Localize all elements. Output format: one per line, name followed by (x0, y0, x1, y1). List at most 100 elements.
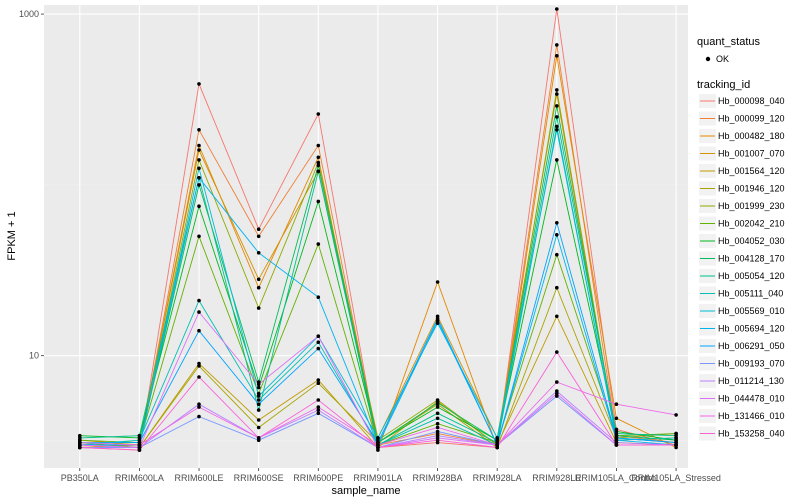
legend-label: Hb_131466_010 (718, 411, 785, 421)
data-point (555, 128, 559, 132)
data-point (495, 443, 500, 447)
data-point (674, 413, 678, 417)
legend-label: Hb_005054_120 (718, 271, 785, 281)
data-point (555, 394, 559, 398)
data-point (137, 445, 142, 450)
data-point (197, 298, 201, 303)
data-point (256, 436, 261, 440)
data-point (256, 418, 261, 422)
data-point (197, 183, 201, 187)
data-point (376, 448, 380, 452)
y-tick-label: 10 (29, 351, 39, 361)
legend-item: Hb_005694_120 (699, 321, 785, 336)
x-axis-title: sample_name (331, 485, 400, 497)
x-tick-label: RRIM600LA (115, 473, 164, 483)
data-point (78, 436, 82, 440)
legend-item: Hb_011214_130 (699, 374, 784, 388)
data-point (435, 416, 440, 421)
data-point (197, 402, 201, 407)
quant-status-legend: quant_status OK (697, 36, 760, 64)
legend-label: Hb_044478_010 (718, 394, 785, 404)
legend-item: Hb_009193_070 (699, 356, 785, 371)
data-point (256, 306, 261, 310)
data-point (316, 169, 321, 174)
data-point (197, 204, 201, 208)
data-point (78, 445, 82, 450)
x-tick-label: RRIM600SE (234, 473, 284, 483)
data-point (256, 408, 261, 412)
data-point (674, 443, 678, 447)
data-point (256, 227, 261, 231)
data-point (555, 389, 559, 393)
data-point (614, 416, 619, 421)
data-point (316, 155, 321, 160)
legend-label: Hb_001999_230 (718, 201, 785, 211)
plot-panel (44, 5, 688, 468)
legend-label: Hb_000482_180 (718, 131, 785, 141)
data-point (197, 414, 201, 419)
data-point (435, 280, 440, 284)
legend-label: Hb_001946_120 (718, 184, 785, 194)
data-point (256, 391, 261, 396)
data-point (376, 436, 380, 440)
data-point (555, 43, 559, 47)
data-point (316, 163, 321, 168)
x-axis: PB350LA RRIM600LA RRIM600LE RRIM600SE RRIM60… (61, 468, 721, 483)
data-point (197, 234, 201, 239)
data-point (316, 381, 321, 386)
data-point (614, 436, 619, 440)
data-point (256, 382, 261, 387)
data-point (435, 438, 440, 443)
legend-item: Hb_001946_120 (699, 181, 785, 196)
data-point (137, 448, 142, 452)
legend-label: Hb_153258_040 (718, 429, 785, 439)
data-point (555, 54, 559, 58)
data-point (197, 148, 201, 152)
x-tick-label: RRIM600PE (293, 473, 343, 483)
legend-label: Hb_005111_040 (718, 289, 783, 299)
x-tick-label: RRIM928BA (413, 473, 463, 483)
y-axis: 10 1000 (19, 9, 44, 361)
legend-label: Hb_006291_050 (718, 341, 785, 351)
data-point (256, 398, 261, 402)
legend-item: Hb_001007_070 (699, 146, 785, 161)
data-point (137, 433, 142, 438)
data-points (78, 7, 678, 452)
legend-item: Hb_004052_030 (699, 234, 785, 248)
data-point (316, 340, 321, 345)
data-point (555, 350, 559, 354)
data-point (197, 166, 201, 171)
x-tick-label: RRIM600LE (175, 473, 224, 483)
legend-item: Hb_131466_010 (699, 409, 785, 423)
legend-label: Hb_000099_120 (718, 114, 785, 124)
data-point (376, 445, 380, 450)
data-point (197, 328, 201, 333)
data-point (316, 398, 321, 402)
tracking-id-legend-title: tracking_id (697, 79, 750, 91)
data-point (555, 221, 559, 225)
legend-label: Hb_001007_070 (718, 149, 785, 159)
legend-item: Hb_001564_120 (699, 164, 785, 178)
x-tick-label: RRIM928LA (473, 473, 522, 483)
data-point (435, 411, 440, 416)
data-point (435, 316, 440, 321)
data-point (555, 88, 559, 92)
x-tick-label: RRIM928LE (532, 473, 581, 483)
data-point (435, 405, 440, 409)
legend-label: Hb_011214_130 (718, 376, 784, 386)
data-point (316, 143, 321, 148)
data-point (197, 375, 201, 379)
data-point (256, 425, 261, 430)
legend-item: Hb_004128_170 (699, 251, 785, 266)
data-point (435, 421, 440, 426)
data-point (197, 405, 201, 409)
data-point (555, 124, 559, 129)
data-point (555, 7, 559, 11)
data-point (137, 443, 142, 447)
data-point (316, 160, 321, 165)
x-tick-label: RRIM105LA_Control (575, 473, 658, 483)
data-point (316, 199, 321, 204)
data-point (316, 405, 321, 409)
data-point (316, 242, 321, 246)
data-point (495, 436, 500, 440)
